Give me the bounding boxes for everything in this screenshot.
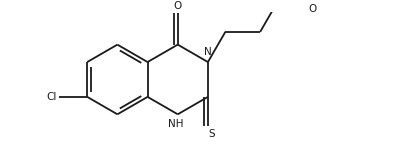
Text: N: N <box>204 48 212 57</box>
Text: O: O <box>308 4 316 15</box>
Text: Cl: Cl <box>46 92 57 102</box>
Text: S: S <box>208 129 215 139</box>
Text: O: O <box>174 1 182 11</box>
Text: NH: NH <box>168 119 183 129</box>
